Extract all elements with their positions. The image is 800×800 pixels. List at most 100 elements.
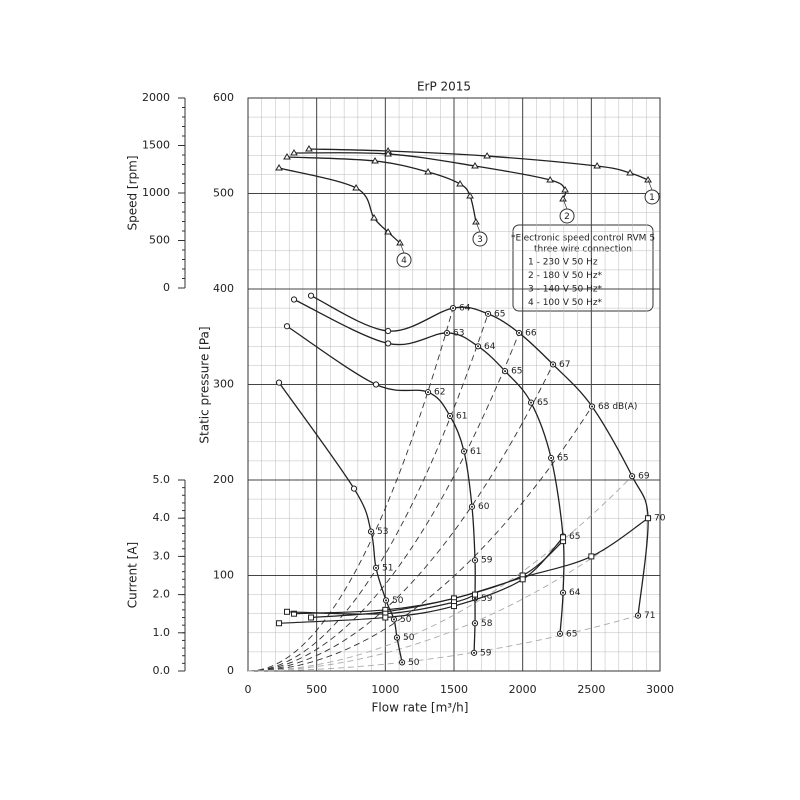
curve-number: 4	[401, 256, 407, 266]
sound-label: 50	[400, 615, 412, 625]
x-tick-label: 1000	[371, 683, 399, 696]
sound-label: 65	[566, 629, 577, 639]
speed-curve	[286, 156, 477, 223]
current-point	[519, 576, 526, 583]
y-tick-label: 200	[213, 473, 234, 486]
y-tick-label: 0	[227, 664, 234, 677]
sound-label: 50	[408, 658, 420, 668]
speed-point	[424, 168, 432, 175]
pressure-curve	[278, 382, 403, 663]
speed-curve	[294, 152, 567, 200]
current-point	[308, 614, 315, 621]
speed-point	[283, 153, 291, 160]
curve-number-leader	[475, 221, 481, 233]
pressure-point	[384, 327, 392, 335]
sound-point	[559, 632, 562, 635]
sound-label: 50	[392, 596, 404, 606]
pressure-point	[283, 323, 291, 330]
sound-label: 63	[453, 328, 464, 338]
current-point	[472, 591, 479, 598]
current-point	[276, 620, 283, 627]
sound-label: 65	[494, 309, 505, 319]
sound-point	[445, 331, 448, 334]
pressure-point	[307, 292, 315, 299]
current-axis-title: Current [A]	[126, 542, 140, 608]
speed-point	[305, 145, 313, 152]
sound-point	[530, 401, 533, 404]
current-tick-label: 2.0	[153, 588, 171, 601]
sound-point	[370, 530, 373, 533]
current-point	[560, 534, 567, 541]
sound-point	[474, 559, 477, 562]
speed-point	[593, 162, 601, 169]
sound-label: 51	[382, 563, 393, 573]
chart-title: ErP 2015	[417, 80, 471, 94]
sound-point	[550, 457, 553, 460]
current-tick-label: 0.0	[153, 664, 171, 677]
speed-point	[559, 195, 567, 202]
sound-label: 67	[559, 360, 570, 370]
sound-point	[449, 415, 452, 418]
sound-label: 59	[481, 594, 493, 604]
sound-point	[392, 618, 395, 621]
sound-point	[374, 566, 377, 569]
sound-label: 69	[638, 472, 650, 482]
sound-point	[452, 307, 455, 310]
curve-number: 3	[477, 235, 483, 245]
speed-point	[384, 228, 392, 235]
x-tick-label: 2000	[509, 683, 537, 696]
pressure-curve	[286, 325, 476, 653]
y-tick-label: 100	[213, 569, 234, 582]
sound-point	[637, 614, 640, 617]
speed-tick-label: 0	[163, 281, 170, 294]
current-curve	[286, 594, 476, 615]
sound-point	[474, 622, 477, 625]
speed-point	[644, 176, 652, 183]
pressure-curve	[293, 298, 565, 634]
system-curve	[247, 615, 639, 672]
sound-label: 65	[537, 398, 548, 408]
legend-entry: 2 - 180 V 50 Hz*	[528, 271, 603, 281]
sound-label: 61	[456, 412, 467, 422]
system-curve	[247, 313, 489, 672]
curve-number-leader	[399, 242, 405, 254]
current-point	[588, 553, 595, 560]
speed-point	[456, 180, 464, 187]
curve-number-leader	[647, 179, 653, 191]
y-axis-title: Static pressure [Pa]	[198, 326, 212, 443]
sound-point	[518, 331, 521, 334]
x-tick-label: 0	[245, 683, 252, 696]
y-tick-label: 600	[213, 91, 234, 104]
sound-label: 50	[403, 633, 415, 643]
current-curve	[310, 517, 649, 619]
system-curve	[247, 406, 593, 672]
current-curve	[279, 536, 564, 624]
system-curve	[247, 332, 520, 672]
curve-number-circle	[644, 189, 660, 205]
pressure-point	[290, 296, 298, 303]
sound-point	[552, 363, 555, 366]
sound-label: 65	[557, 454, 568, 464]
legend-title: three wire connection	[534, 245, 632, 255]
legend-title: *Electronic speed control RVM 5	[511, 234, 655, 244]
current-point	[284, 608, 291, 615]
sound-label: 59	[481, 556, 493, 566]
y-tick-label: 300	[213, 378, 234, 391]
sound-point	[401, 661, 404, 664]
system-curve	[247, 517, 649, 672]
speed-point	[471, 162, 479, 169]
x-tick-label: 500	[306, 683, 327, 696]
speed-point	[561, 185, 569, 193]
legend-entry: 3 - 140 V 50 Hz*	[528, 285, 603, 295]
system-curve	[247, 307, 454, 672]
y-tick-label: 500	[213, 187, 234, 200]
current-point	[451, 603, 457, 610]
sound-label: 64	[484, 342, 496, 352]
sound-label: 59	[480, 648, 492, 658]
speed-point	[466, 192, 474, 199]
speed-point	[352, 183, 360, 191]
current-tick-label: 1.0	[153, 626, 171, 639]
sound-label: 68 dB(A)	[598, 402, 637, 412]
x-tick-label: 1500	[440, 683, 468, 696]
current-tick-label: 4.0	[153, 511, 171, 524]
